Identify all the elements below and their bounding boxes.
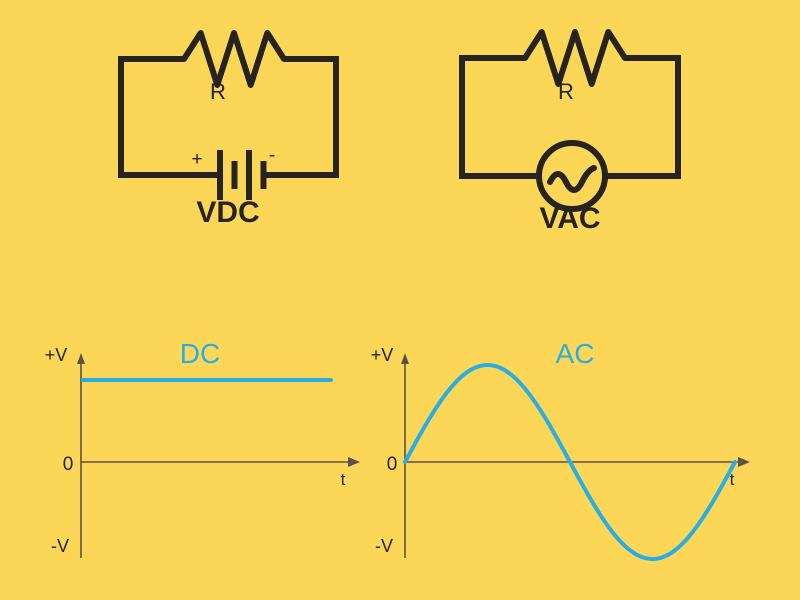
svg-text:VAC: VAC xyxy=(539,202,600,235)
svg-text:R: R xyxy=(210,79,226,104)
svg-text:+V: +V xyxy=(45,345,68,365)
svg-text:t: t xyxy=(341,470,346,489)
svg-text:DC: DC xyxy=(180,338,220,369)
svg-text:R: R xyxy=(558,79,574,104)
svg-text:AC: AC xyxy=(556,338,595,369)
svg-text:-V: -V xyxy=(51,536,69,556)
svg-text:-V: -V xyxy=(375,536,393,556)
svg-text:+V: +V xyxy=(371,345,394,365)
svg-text:-: - xyxy=(269,145,275,166)
svg-text:+: + xyxy=(191,149,202,170)
svg-text:0: 0 xyxy=(387,454,398,475)
svg-text:0: 0 xyxy=(63,454,74,475)
svg-text:VDC: VDC xyxy=(196,196,259,229)
